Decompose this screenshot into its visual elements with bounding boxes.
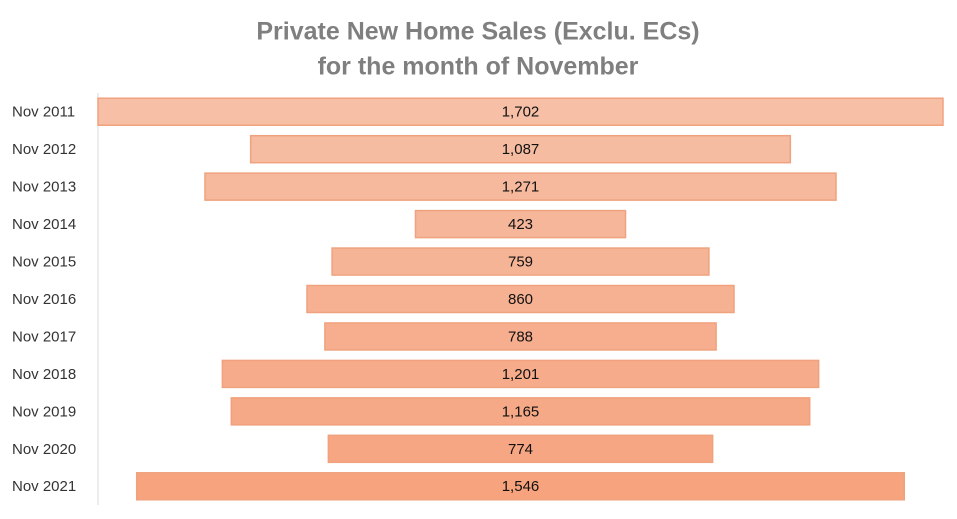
category-label: Nov 2012 xyxy=(12,141,76,158)
value-label: 1,087 xyxy=(502,141,540,158)
bar xyxy=(331,247,710,276)
category-label: Nov 2021 xyxy=(12,478,76,495)
category-label: Nov 2016 xyxy=(12,291,76,308)
value-label: 774 xyxy=(508,441,533,458)
category-label: Nov 2017 xyxy=(12,328,76,345)
value-label: 1,271 xyxy=(502,179,540,196)
chart-subtitle: for the month of November xyxy=(318,53,639,81)
category-label: Nov 2014 xyxy=(12,216,76,233)
bar xyxy=(204,172,837,201)
category-label: Nov 2013 xyxy=(12,179,76,196)
bar xyxy=(97,97,944,126)
value-label: 1,546 xyxy=(502,478,540,495)
category-label: Nov 2020 xyxy=(12,441,76,458)
bar xyxy=(306,284,735,314)
value-label: 759 xyxy=(508,254,533,271)
category-label: Nov 2015 xyxy=(12,254,76,271)
chart-title: Private New Home Sales (Exclu. ECs) xyxy=(256,18,699,46)
value-label: 1,165 xyxy=(502,403,540,420)
category-label: Nov 2019 xyxy=(12,403,76,420)
category-label: Nov 2018 xyxy=(12,366,76,383)
bar xyxy=(230,397,811,426)
bar xyxy=(324,322,717,351)
bar xyxy=(249,134,792,164)
bar xyxy=(135,472,906,501)
category-label: Nov 2011 xyxy=(12,104,75,121)
value-label: 1,201 xyxy=(502,366,540,383)
value-label: 860 xyxy=(508,291,533,308)
value-label: 1,702 xyxy=(502,104,540,121)
bar xyxy=(414,209,627,239)
value-label: 788 xyxy=(508,328,533,345)
value-label: 423 xyxy=(508,216,533,233)
bar xyxy=(221,359,820,389)
bar xyxy=(327,434,714,464)
